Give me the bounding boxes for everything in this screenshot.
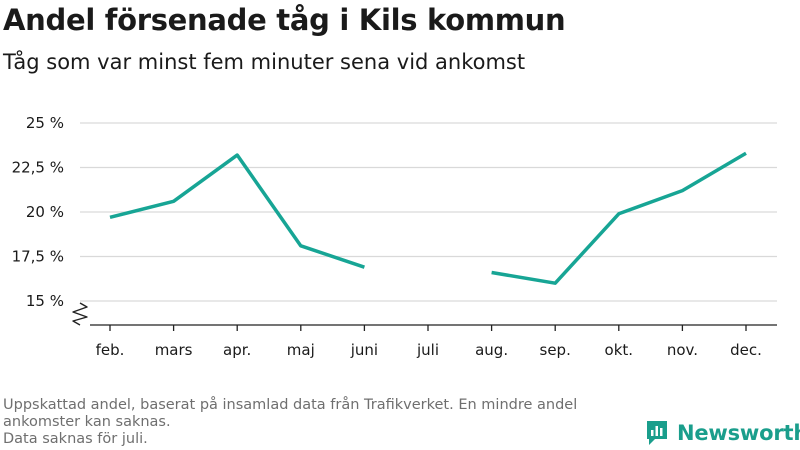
y-tick-label: 20 % (26, 203, 64, 221)
y-tick-label: 17,5 % (12, 248, 64, 266)
x-tick-label: juni (350, 341, 378, 359)
grid-lines (80, 122, 777, 302)
line-chart: 15 % 17,5 % 20 % 22,5 % 25 % feb. mars apr. maj… (12, 114, 777, 359)
chart-title: Andel försenade tåg i Kils kommun (3, 3, 566, 37)
x-tick-label: juli (416, 341, 439, 359)
y-axis-ticks: 15 % 17,5 % 20 % 22,5 % 25 % (12, 114, 64, 310)
footnote-line-1: Uppskattad andel, baserat på insamlad da… (3, 397, 578, 430)
footnote-line-2: Data saknas för juli. (3, 431, 148, 447)
axis-break-icon (72, 302, 88, 326)
x-tick-label: feb. (96, 341, 125, 359)
newsworthy-logo-icon (647, 421, 667, 445)
brand-name: Newsworthy (677, 421, 800, 445)
chart-subtitle: Tåg som var minst fem minuter sena vid a… (3, 50, 526, 74)
series-lines (109, 151, 747, 285)
x-tick-label: nov. (667, 341, 698, 359)
y-tick-label: 15 % (26, 292, 64, 310)
x-tick-label: dec. (730, 341, 762, 359)
x-axis (72, 302, 777, 326)
y-tick-label: 25 % (26, 114, 64, 132)
series-line-segment (109, 153, 365, 269)
x-tick-label: okt. (605, 341, 634, 359)
x-tick-label: apr. (223, 341, 251, 359)
x-tick-label: aug. (475, 341, 508, 359)
brand: Newsworthy (645, 418, 800, 448)
x-axis-ticks: feb. mars apr. maj juni juli aug. sep. okt. nov. d… (96, 325, 762, 359)
x-tick-label: maj (287, 341, 315, 359)
x-tick-label: mars (155, 341, 193, 359)
footnote: Uppskattad andel, baserat på insamlad da… (3, 397, 633, 448)
x-tick-label: sep. (540, 341, 571, 359)
series-line-segment (491, 151, 747, 285)
y-tick-label: 22,5 % (12, 159, 64, 177)
